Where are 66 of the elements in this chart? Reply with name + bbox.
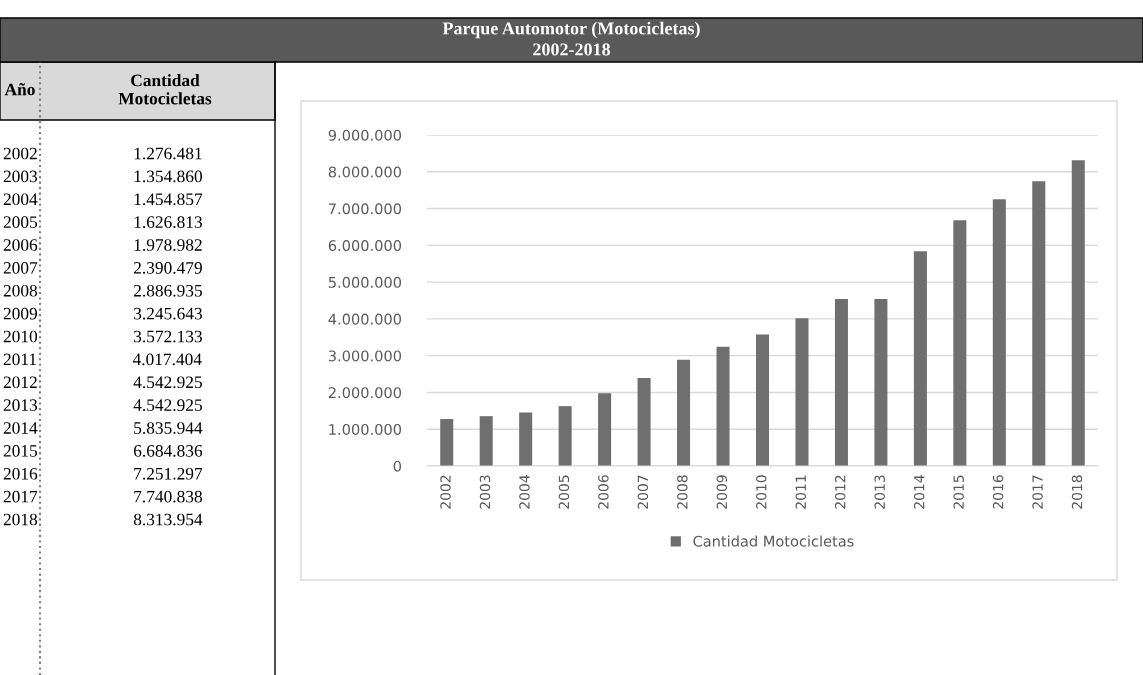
x-tick-label: 2017 [1032, 475, 1043, 509]
x-tick-label: 2005 [558, 475, 570, 509]
text: 2017 7.740.838 [3, 490, 202, 503]
y-tick-label: 8.000.000 [328, 166, 402, 178]
bar [637, 378, 651, 466]
text: 2007 2.390.479 [3, 262, 202, 274]
chart-title: Parque Automotor (Motocicletas) [442, 21, 700, 39]
bar [834, 298, 848, 466]
text: 2003 1.354.860 [3, 170, 202, 183]
bar [519, 412, 533, 466]
bar [558, 406, 572, 466]
text: 2006 1.978.982 [3, 239, 202, 251]
y-tick-label: 2.000.000 [328, 387, 402, 399]
x-tick-label: 2003 [479, 475, 491, 509]
x-tick-label: 2018 [1071, 475, 1083, 509]
bar [677, 359, 691, 466]
text: 2015 6.684.836 [3, 445, 203, 457]
x-tick-label: 2004 [519, 475, 530, 509]
y-tick-label: 7.000.000 [328, 203, 402, 215]
text: 2002 1.276.481 [3, 147, 202, 160]
x-tick-label: 2002 [440, 475, 451, 509]
x-tick-label: 2016 [992, 475, 1004, 509]
text: 2004 1.454.857 [3, 193, 203, 206]
x-tick-label: 2012 [834, 475, 846, 509]
y-tick-label: 6.000.000 [328, 240, 402, 252]
bar [440, 419, 454, 466]
text: 2013 4.542.925 [3, 399, 202, 412]
y-tick-label: 4.000.000 [328, 313, 402, 325]
y-tick-label: 3.000.000 [328, 350, 402, 362]
x-tick-label: 2007 [637, 475, 649, 509]
text: 2014 5.835.944 [3, 422, 203, 434]
bar [598, 393, 612, 466]
bar [874, 298, 888, 466]
text: 2010 3.572.133 [3, 330, 202, 343]
bar [795, 318, 809, 466]
bar [913, 251, 927, 466]
text: 2008 2.886.935 [3, 284, 202, 297]
text: 2009 3.245.643 [3, 307, 202, 320]
text: 2012 4.542.925 [3, 376, 202, 389]
text: 2011 4.017.404 [3, 353, 202, 366]
x-tick-label: 2015 [953, 475, 964, 509]
text: Cantidad Motocicletas [118, 74, 212, 105]
text: 2005 1.626.813 [3, 216, 202, 229]
y-tick-label: 0 [393, 460, 402, 472]
bar [992, 199, 1006, 466]
text: 2016 7.251.297 [3, 467, 203, 480]
x-tick-label: 2013 [874, 475, 885, 509]
y-tick-label: 9.000.000 [328, 129, 402, 141]
x-tick-label: 2014 [913, 475, 925, 509]
chart-subtitle: 2002-2018 [533, 43, 611, 56]
bar [1071, 160, 1085, 466]
x-tick-label: 2010 [756, 475, 767, 509]
x-tick-label: 2008 [677, 475, 688, 509]
legend-label: Cantidad Motocicletas [693, 535, 854, 547]
x-tick-label: 2006 [598, 475, 609, 509]
text: Año [4, 83, 35, 96]
bar [1032, 181, 1046, 466]
bar [755, 334, 770, 466]
bar [953, 220, 967, 466]
x-tick-label: 2009 [716, 475, 728, 509]
bar [479, 416, 493, 466]
text: 2018 8.313.954 [3, 513, 203, 526]
y-tick-label: 5.000.000 [328, 276, 402, 288]
y-tick-label: 1.000.000 [329, 423, 402, 435]
x-tick-label: 2011 [795, 475, 806, 509]
bar [716, 346, 730, 466]
